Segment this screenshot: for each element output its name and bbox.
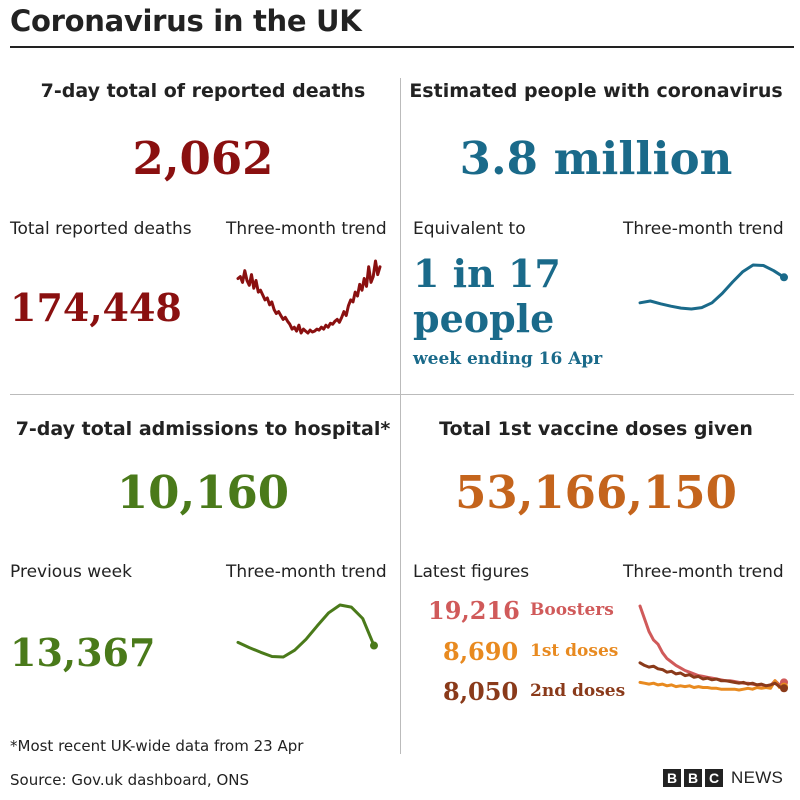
deaths-trend-chart — [236, 259, 382, 335]
deaths-total-value: 174,448 — [10, 285, 182, 330]
first-doses-label: 1st doses — [530, 641, 619, 661]
infections-ratio-line1: 1 in 17 — [413, 251, 561, 296]
logo-news-text: NEWS — [731, 768, 784, 787]
hospital-title: 7-day total admissions to hospital* — [15, 418, 391, 440]
second-doses-label: 2nd doses — [530, 681, 626, 701]
infections-ratio-line2: people — [413, 296, 555, 341]
hospital-trend-chart-end-dot-0 — [370, 641, 378, 650]
vertical-divider — [400, 78, 401, 754]
vaccine-trend-chart-end-dot-2 — [780, 684, 788, 693]
source-note: Source: Gov.uk dashboard, ONS — [10, 771, 250, 789]
vaccine-latest-label: Latest figures — [413, 562, 530, 582]
infections-trend-chart-line-0 — [638, 263, 786, 311]
bbc-news-logo: B B C NEWS — [663, 768, 783, 788]
footnote: *Most recent UK-wide data from 23 Apr — [10, 737, 304, 755]
vaccine-trend-label: Three-month trend — [623, 562, 784, 582]
first-doses-value: 8,690 — [443, 637, 519, 666]
infections-value: 3.8 million — [459, 132, 733, 185]
infections-title: Estimated people with coronavirus — [409, 80, 783, 102]
vaccine-trend-chart — [638, 604, 788, 693]
title-rule — [10, 46, 794, 48]
vaccine-trend-chart-line-1 — [638, 679, 786, 692]
infections-trend-label: Three-month trend — [623, 219, 784, 239]
vaccine-value: 53,166,150 — [455, 466, 737, 519]
hospital-trend-label: Three-month trend — [226, 562, 387, 582]
hospital-prev-label: Previous week — [10, 562, 132, 582]
hospital-prev-value: 13,367 — [10, 630, 156, 675]
vaccine-trend-chart-line-0 — [638, 604, 786, 688]
vaccine-title: Total 1st vaccine doses given — [439, 418, 753, 440]
deaths-title: 7-day total of reported deaths — [40, 80, 366, 102]
deaths-total-label: Total reported deaths — [10, 219, 192, 239]
infections-week-note: week ending 16 Apr — [413, 349, 603, 369]
second-doses-value: 8,050 — [443, 677, 519, 706]
hospital-value: 10,160 — [116, 466, 290, 519]
hospital-trend-chart — [236, 603, 378, 659]
page-title: Coronavirus in the UK — [10, 4, 362, 38]
boosters-value: 19,216 — [428, 596, 520, 625]
hospital-trend-chart-line-0 — [236, 603, 376, 659]
logo-block-b2: B — [684, 769, 702, 787]
deaths-value: 2,062 — [132, 132, 274, 185]
logo-block-b1: B — [663, 769, 681, 787]
horizontal-divider — [10, 394, 794, 395]
logo-block-c: C — [705, 769, 723, 787]
boosters-label: Boosters — [530, 600, 614, 620]
infections-trend-chart-end-dot-0 — [780, 273, 788, 282]
infections-equiv-label: Equivalent to — [413, 219, 526, 239]
deaths-trend-label: Three-month trend — [226, 219, 387, 239]
vaccine-trend-chart-line-2 — [638, 661, 786, 690]
infections-trend-chart — [638, 263, 788, 311]
deaths-trend-chart-line-0 — [236, 259, 382, 335]
